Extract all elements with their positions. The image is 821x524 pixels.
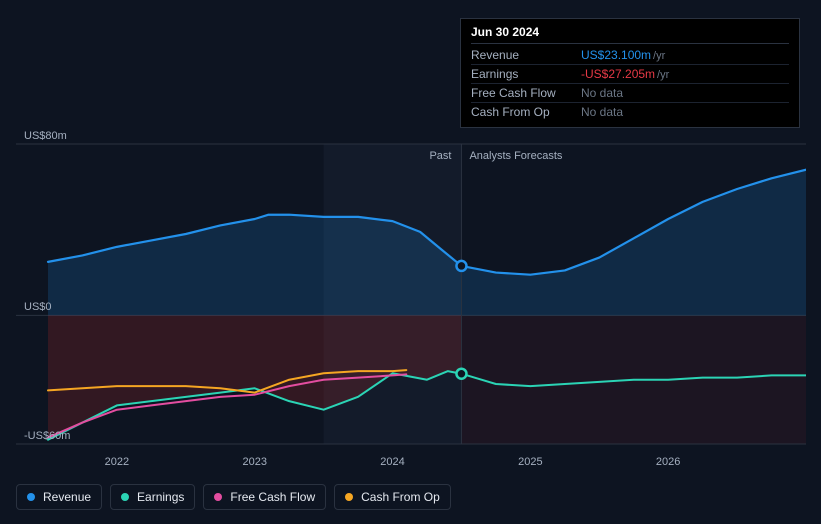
y-axis-tick-label: US$0 bbox=[24, 301, 52, 313]
hover-tooltip: Jun 30 2024 RevenueUS$23.100m/yrEarnings… bbox=[460, 18, 800, 128]
x-axis-tick-label: 2026 bbox=[656, 456, 680, 468]
tooltip-row-value: -US$27.205m bbox=[581, 67, 655, 81]
x-axis-tick-label: 2023 bbox=[242, 456, 266, 468]
tooltip-row-label: Revenue bbox=[471, 48, 581, 62]
legend-item-cfo[interactable]: Cash From Op bbox=[334, 484, 451, 510]
marker-earnings bbox=[456, 369, 466, 379]
tooltip-row-value: No data bbox=[581, 105, 623, 119]
section-label-past: Past bbox=[429, 150, 451, 162]
x-axis-tick-label: 2022 bbox=[105, 456, 129, 468]
chart-svg bbox=[16, 120, 806, 450]
tooltip-date: Jun 30 2024 bbox=[471, 25, 789, 44]
tooltip-row-value: US$23.100m bbox=[581, 48, 651, 62]
y-axis-tick-label: -US$60m bbox=[24, 430, 70, 442]
section-label-forecast: Analysts Forecasts bbox=[469, 150, 562, 162]
legend-swatch-icon bbox=[345, 493, 353, 501]
y-axis-tick-label: US$80m bbox=[24, 130, 67, 142]
legend-swatch-icon bbox=[121, 493, 129, 501]
tooltip-row-unit: /yr bbox=[657, 69, 669, 81]
legend-item-earnings[interactable]: Earnings bbox=[110, 484, 195, 510]
x-axis-tick-label: 2024 bbox=[380, 456, 404, 468]
legend-item-label: Revenue bbox=[43, 490, 91, 504]
marker-revenue bbox=[456, 261, 466, 271]
tooltip-row-cash-from-op: Cash From OpNo data bbox=[471, 103, 789, 121]
tooltip-row-label: Earnings bbox=[471, 67, 581, 81]
tooltip-row-unit: /yr bbox=[653, 50, 665, 62]
legend-item-label: Free Cash Flow bbox=[230, 490, 315, 504]
tooltip-row-value: No data bbox=[581, 86, 623, 100]
tooltip-row-earnings: Earnings-US$27.205m/yr bbox=[471, 65, 789, 84]
x-axis-tick-label: 2025 bbox=[518, 456, 542, 468]
tooltip-row-free-cash-flow: Free Cash FlowNo data bbox=[471, 84, 789, 103]
legend-item-label: Cash From Op bbox=[361, 490, 440, 504]
legend: Revenue Earnings Free Cash Flow Cash From O… bbox=[16, 484, 451, 510]
tooltip-row-label: Cash From Op bbox=[471, 105, 581, 119]
legend-item-label: Earnings bbox=[137, 490, 184, 504]
legend-item-revenue[interactable]: Revenue bbox=[16, 484, 102, 510]
legend-swatch-icon bbox=[214, 493, 222, 501]
legend-item-fcf[interactable]: Free Cash Flow bbox=[203, 484, 326, 510]
tooltip-row-revenue: RevenueUS$23.100m/yr bbox=[471, 46, 789, 65]
tooltip-row-label: Free Cash Flow bbox=[471, 86, 581, 100]
legend-swatch-icon bbox=[27, 493, 35, 501]
chart-plot-area: US$80mUS$0-US$60m20222023202420252026Pas… bbox=[16, 120, 806, 450]
